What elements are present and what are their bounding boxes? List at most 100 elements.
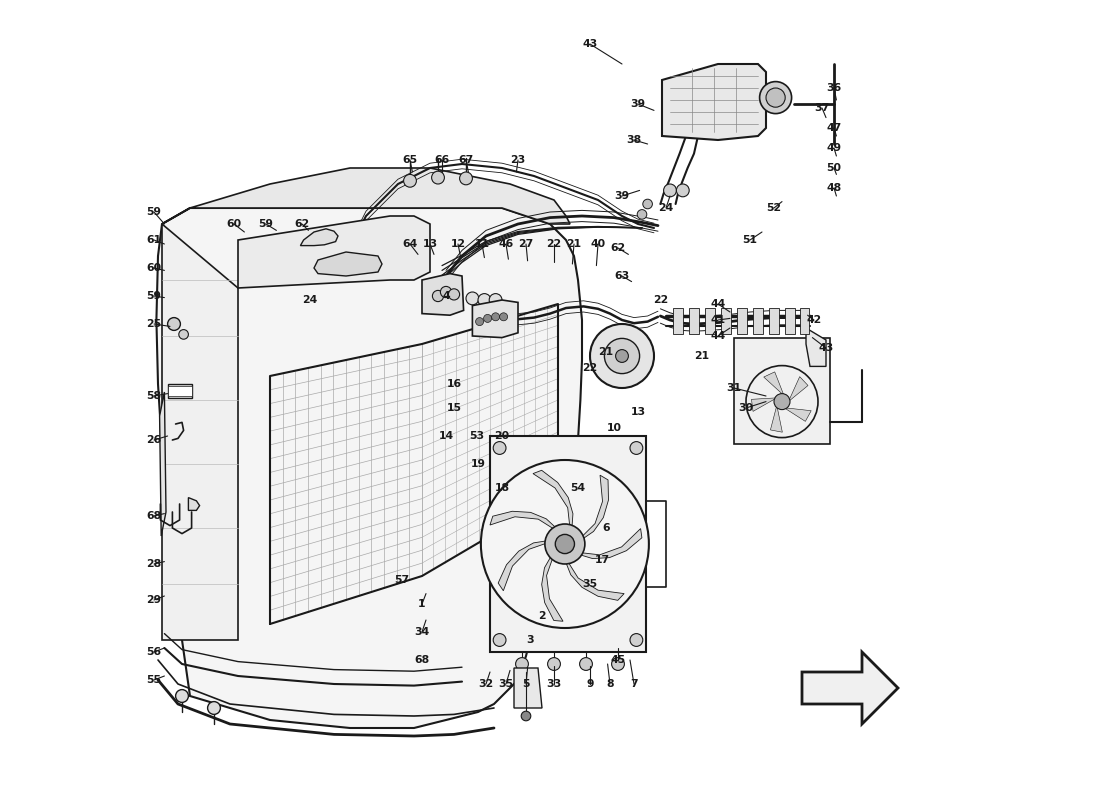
Polygon shape xyxy=(580,475,608,541)
Polygon shape xyxy=(422,274,463,315)
Text: 35: 35 xyxy=(498,679,514,689)
Text: 45: 45 xyxy=(610,655,626,665)
Text: 60: 60 xyxy=(146,263,162,273)
Circle shape xyxy=(766,88,785,107)
Text: 49: 49 xyxy=(826,143,842,153)
Text: 31: 31 xyxy=(726,383,741,393)
Circle shape xyxy=(616,350,628,362)
Text: 26: 26 xyxy=(146,435,162,445)
Circle shape xyxy=(499,313,507,321)
Circle shape xyxy=(774,394,790,410)
Circle shape xyxy=(663,184,676,197)
Polygon shape xyxy=(565,560,624,600)
Text: 37: 37 xyxy=(814,103,829,113)
Text: 61: 61 xyxy=(146,235,162,245)
Circle shape xyxy=(760,82,792,114)
Text: 40: 40 xyxy=(591,239,606,249)
Circle shape xyxy=(590,324,654,388)
Circle shape xyxy=(544,524,585,564)
Polygon shape xyxy=(238,216,430,288)
Circle shape xyxy=(580,658,593,670)
Bar xyxy=(690,308,698,334)
Circle shape xyxy=(604,338,639,374)
Text: 66: 66 xyxy=(434,155,450,165)
Text: 62: 62 xyxy=(295,219,309,229)
Bar xyxy=(673,308,683,334)
Text: 51: 51 xyxy=(742,235,758,245)
Circle shape xyxy=(449,289,460,300)
Text: 2: 2 xyxy=(538,611,546,621)
Text: 7: 7 xyxy=(630,679,638,689)
Circle shape xyxy=(432,290,443,302)
Text: 64: 64 xyxy=(403,239,418,249)
Polygon shape xyxy=(784,408,811,422)
Text: 59: 59 xyxy=(146,207,162,217)
Text: 24: 24 xyxy=(659,203,673,213)
Circle shape xyxy=(630,634,642,646)
Text: 21: 21 xyxy=(598,347,614,357)
Polygon shape xyxy=(472,300,518,338)
Circle shape xyxy=(478,294,491,306)
Text: 16: 16 xyxy=(447,379,462,389)
Text: 22: 22 xyxy=(582,363,597,373)
Polygon shape xyxy=(541,554,563,622)
Text: 43: 43 xyxy=(818,343,834,353)
Polygon shape xyxy=(751,398,777,411)
Text: 22: 22 xyxy=(547,239,562,249)
Circle shape xyxy=(481,460,649,628)
Circle shape xyxy=(208,702,220,714)
Text: 5: 5 xyxy=(522,679,530,689)
Text: 59: 59 xyxy=(146,291,162,301)
Text: 59: 59 xyxy=(258,219,274,229)
Circle shape xyxy=(440,286,452,298)
Text: 29: 29 xyxy=(146,595,162,605)
Polygon shape xyxy=(514,668,542,708)
Circle shape xyxy=(179,330,188,339)
Text: 32: 32 xyxy=(478,679,494,689)
Text: 28: 28 xyxy=(146,559,162,569)
Polygon shape xyxy=(162,224,238,640)
Text: 19: 19 xyxy=(471,459,485,469)
Polygon shape xyxy=(490,511,558,530)
Text: 18: 18 xyxy=(495,483,509,493)
Text: 11: 11 xyxy=(474,239,490,249)
Circle shape xyxy=(460,172,472,185)
Text: 24: 24 xyxy=(302,295,318,305)
Text: 17: 17 xyxy=(594,555,609,565)
Bar xyxy=(722,308,730,334)
Text: 62: 62 xyxy=(610,243,626,253)
Circle shape xyxy=(493,634,506,646)
Text: 33: 33 xyxy=(547,679,562,689)
Bar xyxy=(737,308,747,334)
Text: 23: 23 xyxy=(510,155,526,165)
Polygon shape xyxy=(789,377,808,402)
Text: 55: 55 xyxy=(146,675,162,685)
Text: 58: 58 xyxy=(146,391,162,401)
Circle shape xyxy=(404,174,417,187)
Bar xyxy=(769,308,779,334)
Text: 39: 39 xyxy=(630,99,646,109)
Text: 13: 13 xyxy=(422,239,438,249)
Polygon shape xyxy=(662,64,766,140)
Circle shape xyxy=(431,171,444,184)
Bar xyxy=(800,308,810,334)
Text: 15: 15 xyxy=(447,403,462,413)
Text: 50: 50 xyxy=(826,163,842,173)
Circle shape xyxy=(612,658,625,670)
Text: 44: 44 xyxy=(711,331,726,341)
Polygon shape xyxy=(162,168,570,224)
Text: 56: 56 xyxy=(146,647,162,657)
Text: 10: 10 xyxy=(606,423,621,433)
Text: 68: 68 xyxy=(146,511,162,521)
Circle shape xyxy=(676,184,690,197)
Circle shape xyxy=(637,210,647,219)
Polygon shape xyxy=(156,208,582,728)
Circle shape xyxy=(475,318,484,326)
Text: 54: 54 xyxy=(571,483,585,493)
Text: 9: 9 xyxy=(586,679,594,689)
Text: 20: 20 xyxy=(494,431,509,441)
Text: 46: 46 xyxy=(498,239,514,249)
Text: 39: 39 xyxy=(615,191,629,201)
Polygon shape xyxy=(802,652,898,724)
Bar xyxy=(490,436,646,652)
